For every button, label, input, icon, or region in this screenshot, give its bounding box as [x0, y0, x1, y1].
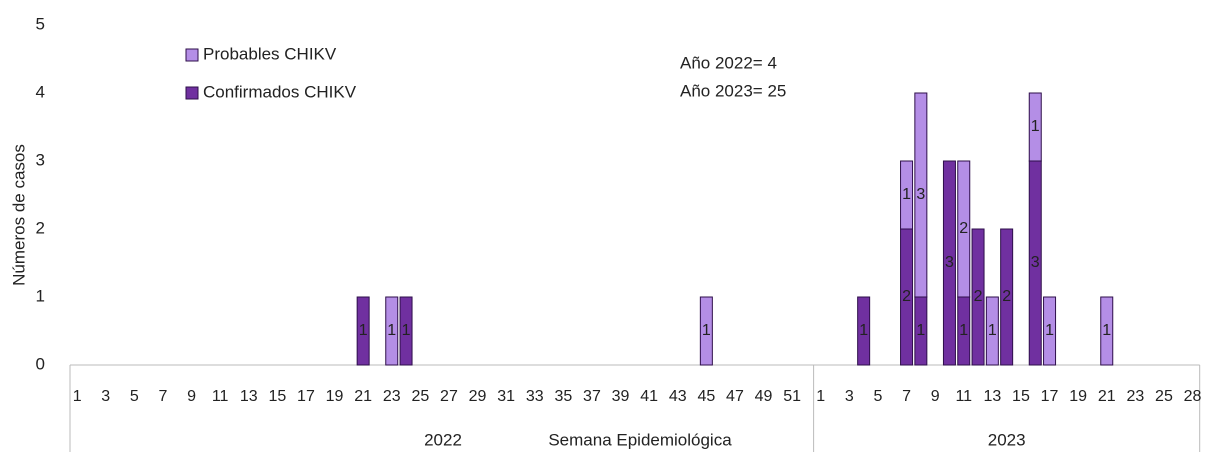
x-tick-label: 13	[983, 388, 1001, 405]
bar-segment	[1100, 296, 1114, 366]
legend-swatch	[185, 48, 199, 62]
x-tick-label: 19	[1069, 388, 1087, 405]
x-tick-label: 15	[268, 388, 286, 405]
x-tick-label: 15	[1012, 388, 1030, 405]
x-tick-label: 35	[554, 388, 572, 405]
x-tick-label: 3	[845, 388, 854, 405]
annotation: Año 2022= 4	[680, 53, 777, 72]
group-label: 2022	[424, 430, 462, 449]
x-tick-label: 23	[1126, 388, 1144, 405]
x-tick-label: 25	[411, 388, 429, 405]
y-tick-label: 1	[36, 286, 45, 305]
x-axis-title: Semana Epidemiológica	[548, 430, 732, 449]
data-label: 3	[916, 186, 925, 203]
x-tick-label: 7	[158, 388, 167, 405]
bar-segment	[942, 160, 956, 366]
data-label: 1	[702, 322, 711, 339]
data-label: 3	[1031, 254, 1040, 271]
data-label: 2	[974, 288, 983, 305]
y-axis-title: Números de casos	[9, 144, 28, 286]
data-label: 1	[916, 322, 925, 339]
x-tick-label: 17	[1041, 388, 1059, 405]
x-tick-label: 9	[931, 388, 940, 405]
x-tick-label: 19	[326, 388, 344, 405]
x-tick-label: 51	[783, 388, 801, 405]
data-label: 1	[387, 322, 396, 339]
y-tick-label: 5	[36, 14, 45, 33]
legend-label: Probables CHIKV	[203, 44, 337, 63]
data-label: 1	[902, 186, 911, 203]
data-label: 1	[1031, 118, 1040, 135]
data-label: 1	[1102, 322, 1111, 339]
data-label: 2	[1002, 288, 1011, 305]
group-label: 2023	[988, 430, 1026, 449]
x-tick-label: 33	[526, 388, 544, 405]
bar-segment	[857, 296, 871, 366]
bar-segment	[985, 296, 999, 366]
x-tick-label: 29	[469, 388, 487, 405]
data-label: 2	[902, 288, 911, 305]
bar-segment	[914, 92, 928, 298]
legend-label: Confirmados CHIKV	[203, 82, 357, 101]
data-label: 2	[959, 220, 968, 237]
annotation: Año 2023= 25	[680, 81, 786, 100]
x-tick-label: 31	[497, 388, 515, 405]
bar-segment	[1000, 228, 1014, 366]
x-tick-label: 21	[1098, 388, 1116, 405]
x-tick-label: 11	[212, 388, 229, 405]
x-tick-label: 39	[612, 388, 630, 405]
x-tick-label: 9	[187, 388, 196, 405]
data-label: 3	[945, 254, 954, 271]
x-tick-label: 7	[902, 388, 911, 405]
data-label: 1	[859, 322, 868, 339]
x-tick-label: 37	[583, 388, 601, 405]
x-tick-label: 28	[1184, 388, 1202, 405]
y-tick-label: 3	[36, 150, 45, 169]
bar-segment	[699, 296, 713, 366]
x-tick-label: 1	[816, 388, 825, 405]
bar-segment	[900, 160, 914, 230]
bar-segment	[1043, 296, 1057, 366]
legend-swatch	[185, 86, 199, 100]
bar-segment	[399, 296, 413, 366]
x-tick-label: 27	[440, 388, 458, 405]
x-tick-label: 49	[755, 388, 773, 405]
x-tick-label: 47	[726, 388, 744, 405]
bar-segment	[971, 228, 985, 366]
data-label: 1	[988, 322, 997, 339]
x-tick-label: 25	[1155, 388, 1173, 405]
data-label: 1	[1045, 322, 1054, 339]
x-tick-label: 5	[130, 388, 139, 405]
x-tick-label: 23	[383, 388, 401, 405]
x-tick-label: 41	[640, 388, 658, 405]
x-tick-label: 1	[73, 388, 82, 405]
y-tick-label: 4	[36, 82, 45, 101]
x-tick-label: 11	[955, 388, 972, 405]
data-label: 1	[402, 322, 411, 339]
y-tick-label: 0	[36, 354, 45, 373]
bar-segment	[957, 160, 971, 298]
x-tick-label: 45	[697, 388, 715, 405]
data-label: 1	[359, 322, 368, 339]
x-tick-label: 3	[101, 388, 110, 405]
x-tick-label: 21	[354, 388, 372, 405]
x-tick-label: 13	[240, 388, 258, 405]
bar-segment	[385, 296, 399, 366]
bar-segment	[356, 296, 370, 366]
x-tick-label: 5	[873, 388, 882, 405]
x-tick-label: 43	[669, 388, 687, 405]
data-label: 1	[959, 322, 968, 339]
y-tick-label: 2	[36, 218, 45, 237]
x-tick-label: 17	[297, 388, 315, 405]
bar-segment	[1028, 92, 1042, 162]
